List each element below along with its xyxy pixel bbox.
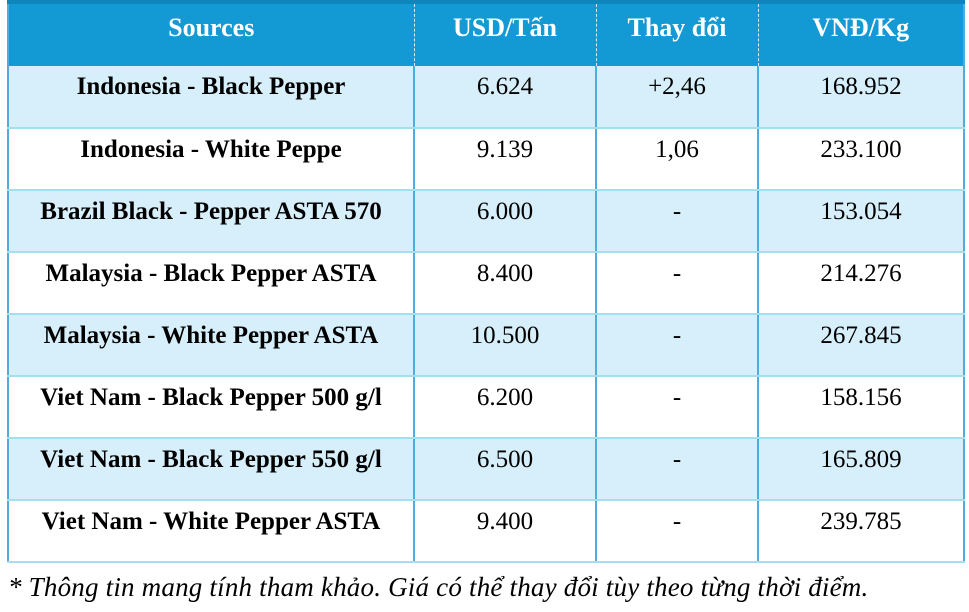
- table-body: Indonesia - Black Pepper 6.624 +2,46 168…: [8, 66, 964, 563]
- table-row: Malaysia - White Pepper ASTA 10.500 - 26…: [8, 314, 964, 377]
- source-cell: Indonesia - White Peppe: [8, 128, 415, 191]
- vnd-per-kg-cell: 239.785: [758, 500, 964, 563]
- table-row: Viet Nam - Black Pepper 500 g/l 6.200 - …: [8, 376, 964, 439]
- source-cell: Viet Nam - Black Pepper 550 g/l: [8, 438, 415, 501]
- usd-per-ton-cell: 9.400: [414, 500, 597, 563]
- table-row: Brazil Black - Pepper ASTA 570 6.000 - 1…: [8, 190, 964, 253]
- column-header-usd-per-ton: USD/Tấn: [413, 0, 596, 66]
- change-cell: 1,06: [596, 128, 759, 191]
- source-cell: Malaysia - Black Pepper ASTA: [8, 252, 415, 315]
- change-cell: -: [596, 500, 759, 563]
- pepper-price-table: Sources USD/Tấn Thay đổi VNĐ/Kg Indonesi…: [7, 0, 965, 563]
- table-row: Viet Nam - Black Pepper 550 g/l 6.500 - …: [8, 438, 964, 501]
- header-row: Sources USD/Tấn Thay đổi VNĐ/Kg: [8, 0, 964, 66]
- change-cell: -: [596, 438, 759, 501]
- vnd-per-kg-cell: 267.845: [758, 314, 964, 377]
- usd-per-ton-cell: 6.000: [414, 190, 597, 253]
- table-row: Malaysia - Black Pepper ASTA 8.400 - 214…: [8, 252, 964, 315]
- change-cell: -: [596, 252, 759, 315]
- source-cell: Brazil Black - Pepper ASTA 570: [8, 190, 415, 253]
- change-cell: -: [596, 190, 759, 253]
- source-cell: Viet Nam - White Pepper ASTA: [8, 500, 415, 563]
- column-header-sources: Sources: [8, 0, 414, 66]
- usd-per-ton-cell: 6.500: [414, 438, 597, 501]
- usd-per-ton-cell: 8.400: [414, 252, 597, 315]
- table-row: Viet Nam - White Pepper ASTA 9.400 - 239…: [8, 500, 964, 563]
- change-cell: -: [596, 314, 759, 377]
- source-cell: Viet Nam - Black Pepper 500 g/l: [8, 376, 415, 439]
- source-cell: Indonesia - Black Pepper: [8, 66, 415, 129]
- source-cell: Malaysia - White Pepper ASTA: [8, 314, 415, 377]
- vnd-per-kg-cell: 158.156: [758, 376, 964, 439]
- footnote: * Thông tin mang tính tham khảo. Giá có …: [8, 572, 869, 602]
- usd-per-ton-cell: 6.200: [414, 376, 597, 439]
- usd-per-ton-cell: 10.500: [414, 314, 597, 377]
- vnd-per-kg-cell: 233.100: [758, 128, 964, 191]
- table-row: Indonesia - Black Pepper 6.624 +2,46 168…: [8, 66, 964, 129]
- usd-per-ton-cell: 6.624: [414, 66, 597, 129]
- change-cell: +2,46: [596, 66, 759, 129]
- change-cell: -: [596, 376, 759, 439]
- column-header-vnd-per-kg: VNĐ/Kg: [757, 0, 964, 66]
- table-row: Indonesia - White Peppe 9.139 1,06 233.1…: [8, 128, 964, 191]
- column-header-change: Thay đổi: [595, 0, 758, 66]
- vnd-per-kg-cell: 165.809: [758, 438, 964, 501]
- vnd-per-kg-cell: 153.054: [758, 190, 964, 253]
- vnd-per-kg-cell: 168.952: [758, 66, 964, 129]
- usd-per-ton-cell: 9.139: [414, 128, 597, 191]
- vnd-per-kg-cell: 214.276: [758, 252, 964, 315]
